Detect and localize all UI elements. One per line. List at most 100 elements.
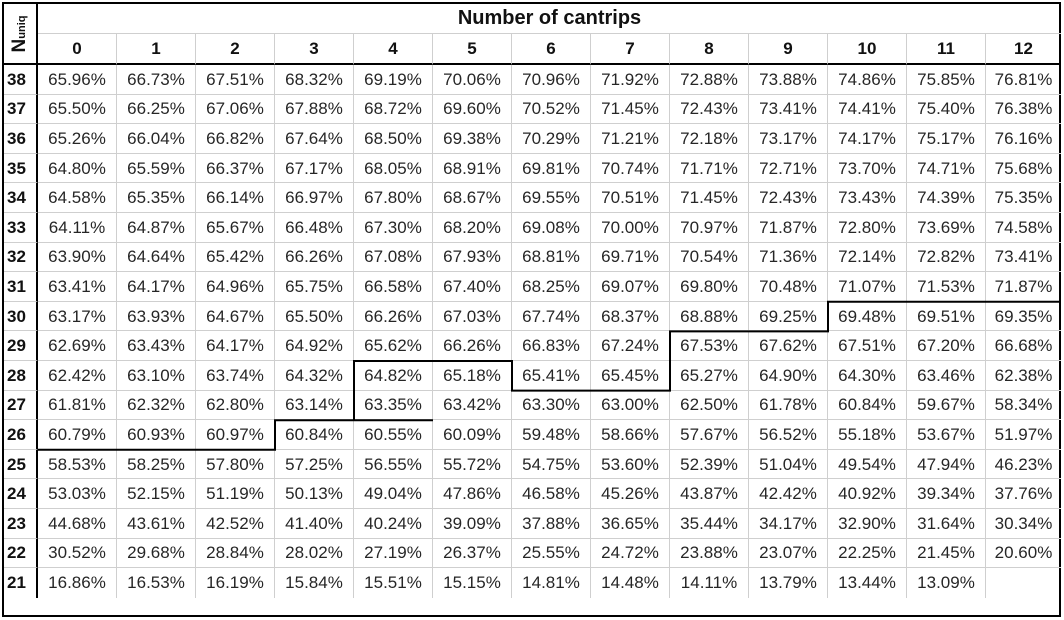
table-cell: 65.27% <box>670 361 749 391</box>
table-cell: 46.23% <box>986 450 1061 480</box>
table-cell: 14.11% <box>670 568 749 598</box>
table-cell: 63.74% <box>196 361 275 391</box>
column-header: 4 <box>354 34 433 65</box>
table-cell: 58.66% <box>591 420 670 450</box>
table-cell: 57.67% <box>670 420 749 450</box>
table-cell: 65.45% <box>591 361 670 391</box>
table-cell: 64.17% <box>196 331 275 361</box>
table-cell: 16.19% <box>196 568 275 598</box>
table-cell: 69.38% <box>433 124 512 154</box>
table-cell: 66.25% <box>117 94 196 125</box>
table-cell: 56.52% <box>749 420 828 450</box>
table-cell: 65.62% <box>354 331 433 361</box>
table-cell: 43.61% <box>117 509 196 539</box>
table-cell: 68.32% <box>275 65 354 95</box>
table-cell: 63.35% <box>354 390 433 421</box>
table-cell: 53.67% <box>907 420 986 450</box>
table-cell: 28.84% <box>196 538 275 569</box>
table-cell: 47.86% <box>433 479 512 509</box>
table-cell: 74.71% <box>907 153 986 184</box>
column-header: 12 <box>986 34 1061 65</box>
table-cell: 72.43% <box>749 183 828 213</box>
table-cell: 46.58% <box>512 479 591 509</box>
row-label: 26 <box>4 420 38 450</box>
table-cell: 70.52% <box>512 94 591 125</box>
table-cell: 62.80% <box>196 390 275 421</box>
table-cell: 62.38% <box>986 361 1061 391</box>
row-label: 22 <box>4 538 38 569</box>
table-cell: 45.26% <box>591 479 670 509</box>
table-cell: 67.06% <box>196 94 275 125</box>
table-cell: 60.97% <box>196 420 275 450</box>
table-cell: 42.52% <box>196 509 275 539</box>
table-cell: 67.51% <box>828 331 907 361</box>
table-cell: 73.88% <box>749 65 828 95</box>
table-cell: 61.78% <box>749 390 828 421</box>
table-cell: 32.90% <box>828 509 907 539</box>
table-cell: 23.07% <box>749 538 828 569</box>
table-cell: 68.72% <box>354 94 433 125</box>
table-cell: 52.15% <box>117 479 196 509</box>
table-cell: 34.17% <box>749 509 828 539</box>
table-cell: 70.29% <box>512 124 591 154</box>
table-cell: 64.64% <box>117 242 196 273</box>
table-cell: 25.55% <box>512 538 591 569</box>
table-cell: 67.08% <box>354 242 433 273</box>
table-cell: 60.55% <box>354 420 433 450</box>
table-cell: 69.51% <box>907 301 986 332</box>
table-cell: 60.84% <box>828 390 907 421</box>
table-cell: 72.80% <box>828 213 907 243</box>
table-cell: 66.58% <box>354 272 433 302</box>
table-cell: 75.85% <box>907 65 986 95</box>
table-cell: 68.20% <box>433 213 512 243</box>
table-cell: 65.42% <box>196 242 275 273</box>
table-cell: 64.32% <box>275 361 354 391</box>
table-cell: 71.45% <box>670 183 749 213</box>
column-header: 10 <box>828 34 907 65</box>
table-cell: 75.35% <box>986 183 1061 213</box>
table-cell: 71.45% <box>591 94 670 125</box>
table-cell: 76.81% <box>986 65 1061 95</box>
table-cell: 66.04% <box>117 124 196 154</box>
column-header: 11 <box>907 34 986 65</box>
table-cell: 67.88% <box>275 94 354 125</box>
table-cell: 65.50% <box>275 301 354 332</box>
table-cell: 63.42% <box>433 390 512 421</box>
table-cell: 70.48% <box>749 272 828 302</box>
table-cell: 72.82% <box>907 242 986 273</box>
table-cell: 73.17% <box>749 124 828 154</box>
table-cell: 71.53% <box>907 272 986 302</box>
table-cell: 64.96% <box>196 272 275 302</box>
table-cell: 58.25% <box>117 449 196 480</box>
table-cell: 63.00% <box>591 390 670 421</box>
table-cell: 35.44% <box>670 509 749 539</box>
table-cell: 68.05% <box>354 153 433 184</box>
table-cell: 37.76% <box>986 479 1061 509</box>
table-cell: 68.50% <box>354 124 433 154</box>
table-cell: 14.81% <box>512 568 591 598</box>
table-cell: 72.18% <box>670 124 749 154</box>
table-cell: 56.55% <box>354 449 433 480</box>
table-cell: 63.17% <box>38 301 117 332</box>
table-cell: 69.48% <box>828 301 907 332</box>
table-cell: 69.08% <box>512 213 591 243</box>
table-title: Number of cantrips <box>38 4 1061 34</box>
table-cell: 66.26% <box>275 242 354 273</box>
table-cell: 74.39% <box>907 183 986 213</box>
table-cell: 65.41% <box>512 361 591 391</box>
table-cell: 68.67% <box>433 183 512 213</box>
table-cell: 72.71% <box>749 153 828 184</box>
table-cell: 60.93% <box>117 420 196 450</box>
table-cell: 71.87% <box>749 213 828 243</box>
table-cell: 15.84% <box>275 568 354 598</box>
table-cell: 73.70% <box>828 153 907 184</box>
row-axis-label-sub: uniq <box>16 15 28 39</box>
row-label: 34 <box>4 183 38 213</box>
table-cell: 67.40% <box>433 272 512 302</box>
table-cell: 28.02% <box>275 538 354 569</box>
table-cell: 64.87% <box>117 213 196 243</box>
table-cell: 14.48% <box>591 568 670 598</box>
column-header: 9 <box>749 34 828 65</box>
